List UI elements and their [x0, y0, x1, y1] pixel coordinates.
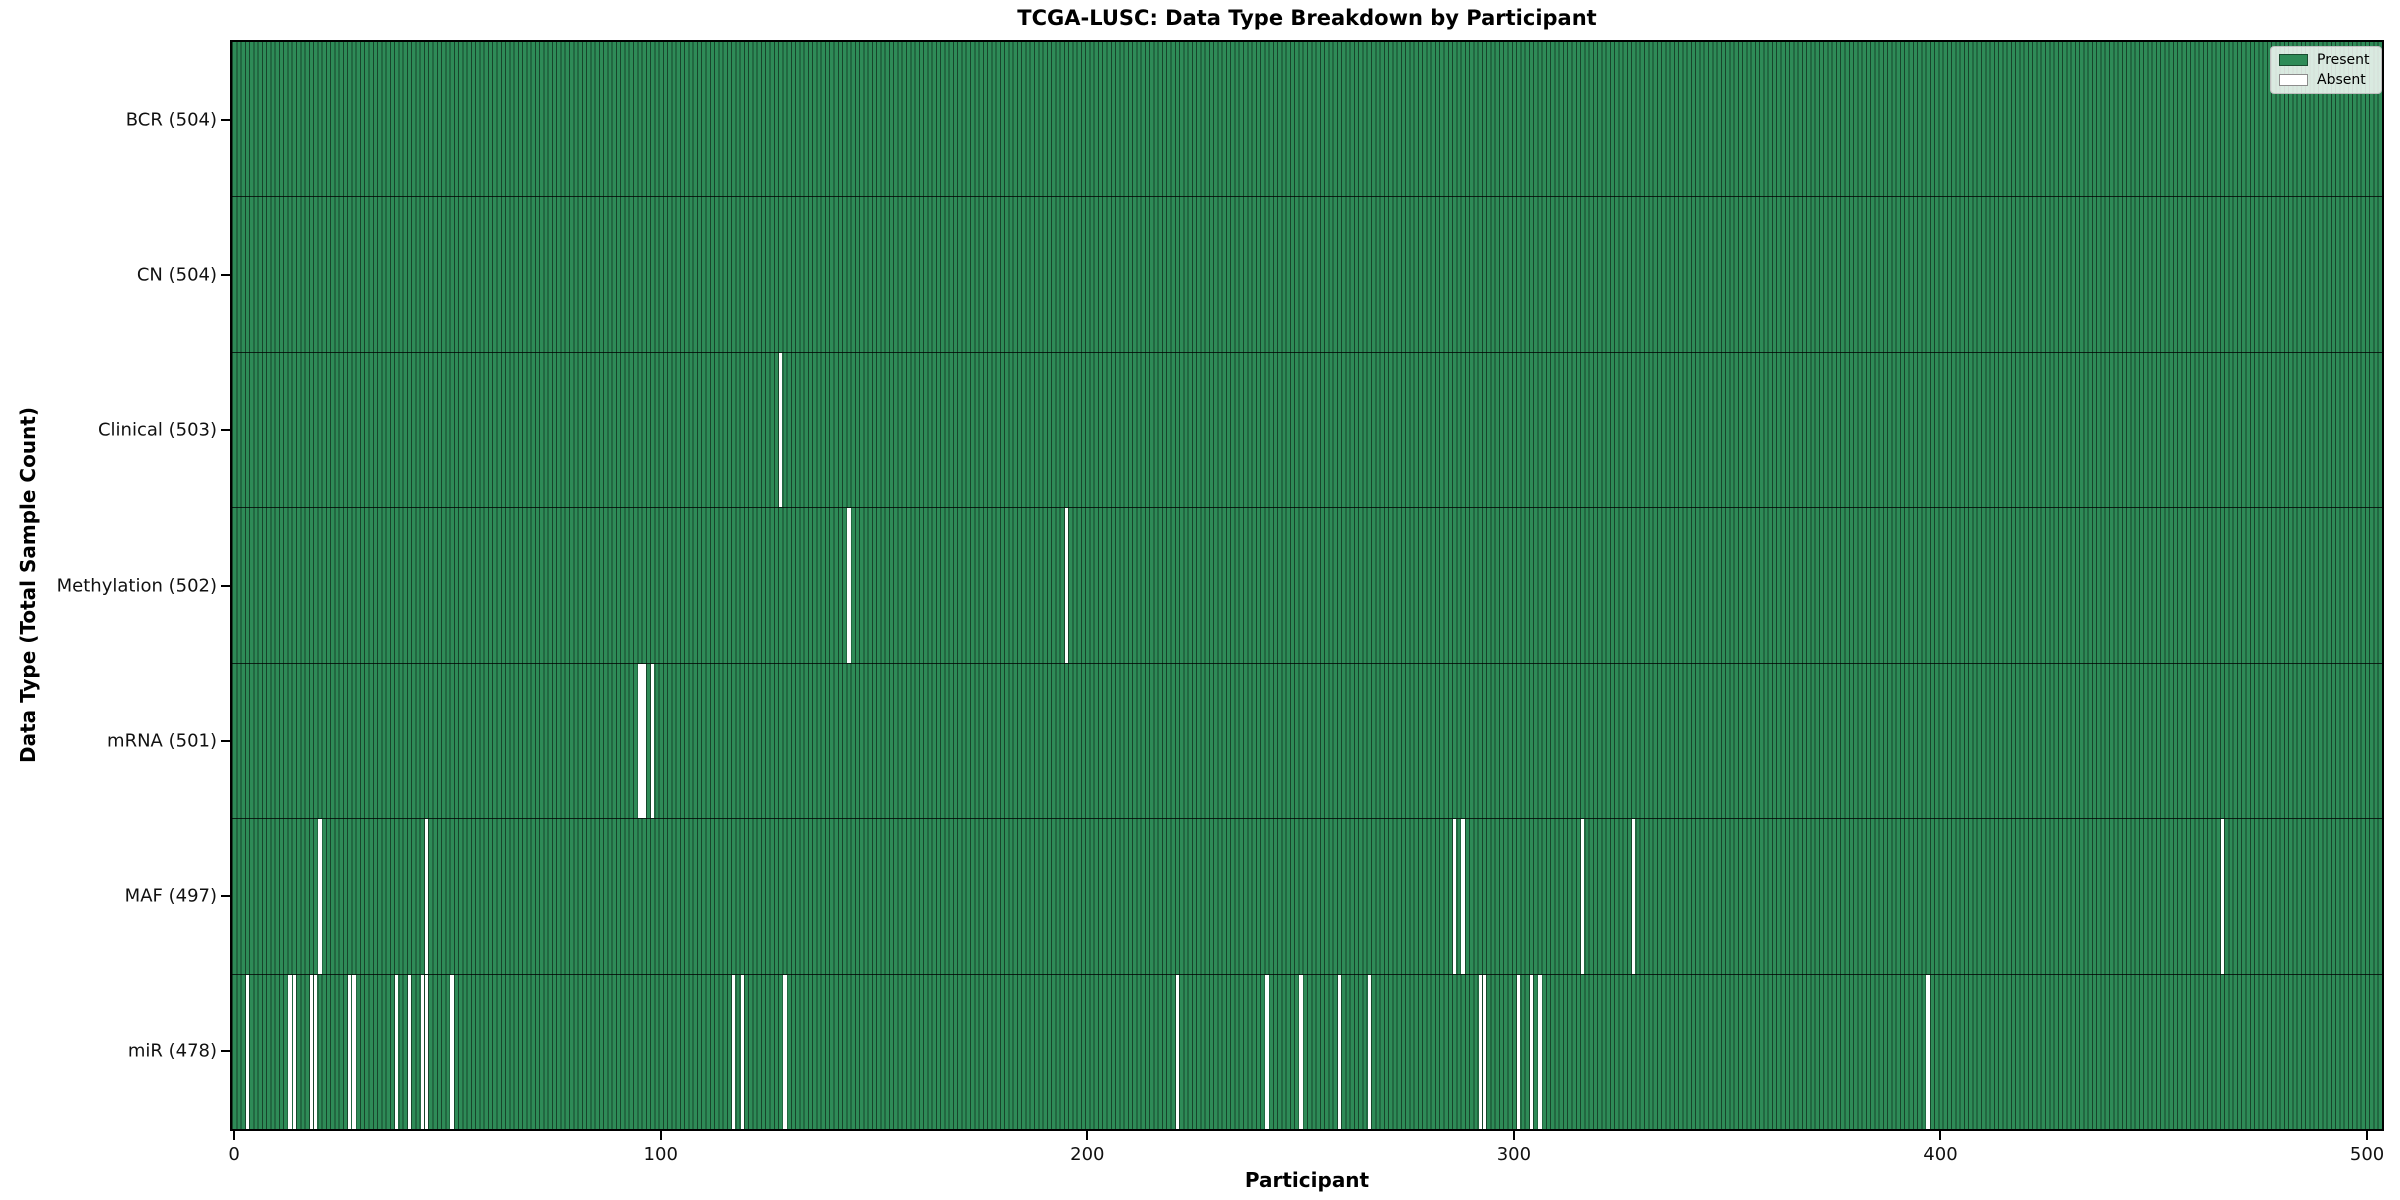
absent-gap-mrna-96 [642, 663, 646, 819]
legend-label-present: Present [2317, 52, 2370, 68]
data-row-maf [232, 818, 2382, 974]
absent-gap-mir-27 [348, 974, 352, 1129]
absent-swatch-icon [2279, 74, 2308, 86]
y-tick-label-cn: CN (504) [136, 264, 217, 286]
absent-gap-mir-250 [1299, 974, 1303, 1129]
legend-label-absent: Absent [2317, 72, 2366, 88]
y-tick-mark-bcr [221, 118, 230, 121]
absent-gap-maf-328 [1632, 819, 1636, 974]
data-row-methylation [232, 507, 2382, 663]
y-tick-label-mir: miR (478) [127, 1040, 217, 1062]
absent-gap-mir-44 [420, 974, 424, 1129]
absent-gap-mir-41 [407, 974, 412, 1129]
absent-gap-mir-28 [352, 974, 356, 1129]
absent-gap-mir-117 [732, 974, 736, 1129]
absent-gap-maf-20 [318, 819, 322, 974]
y-axis-label: Data Type (Total Sample Count) [16, 406, 40, 764]
x-tick-label-400: 400 [1923, 1144, 1958, 1165]
absent-gap-mir-13 [288, 974, 292, 1129]
x-tick-label-500: 500 [2349, 1144, 2385, 1165]
absent-gap-mir-259 [1337, 974, 1342, 1129]
absent-gap-mir-3 [245, 974, 250, 1129]
y-tick-label-mrna: mRNA (501) [107, 730, 217, 752]
data-row-bcr [232, 42, 2382, 197]
data-row-clinical [232, 351, 2382, 508]
absent-gap-maf-288 [1461, 819, 1465, 974]
absent-gap-maf-466 [2220, 819, 2225, 974]
absent-gap-mir-129 [783, 974, 787, 1129]
y-tick-label-methylation: Methylation (502) [56, 575, 217, 596]
absent-gap-mir-119 [740, 974, 744, 1129]
data-row-cn [232, 196, 2382, 352]
data-row-mir [232, 973, 2382, 1129]
y-tick-mark-maf [221, 895, 230, 898]
absent-gap-mrna-95 [638, 663, 642, 819]
x-axis-label: Participant [1244, 1168, 1370, 1192]
legend-entry-present: Present [2279, 52, 2373, 68]
absent-gap-mir-51 [450, 974, 454, 1129]
x-tick-mark-200 [1086, 1131, 1089, 1140]
legend: Present Absent [2270, 46, 2382, 94]
absent-gap-mir-304 [1529, 974, 1534, 1129]
x-tick-label-300: 300 [1496, 1144, 1532, 1165]
x-tick-mark-100 [659, 1131, 662, 1140]
absent-gap-mrna-98 [650, 663, 655, 819]
y-tick-mark-mrna [221, 739, 230, 742]
absent-gap-mir-301 [1516, 974, 1521, 1129]
x-tick-mark-500 [2366, 1131, 2369, 1140]
absent-gap-mir-221 [1175, 974, 1180, 1129]
absent-gap-mir-292 [1478, 974, 1482, 1129]
absent-gap-mir-397 [1926, 974, 1930, 1129]
x-tick-label-0: 0 [228, 1144, 240, 1165]
x-tick-label-100: 100 [643, 1144, 678, 1165]
y-tick-label-clinical: Clinical (503) [97, 419, 217, 441]
x-tick-label-200: 200 [1070, 1144, 1105, 1165]
plot-area [230, 40, 2384, 1131]
absent-gap-mir-293 [1482, 974, 1487, 1129]
absent-gap-maf-286 [1452, 819, 1457, 974]
x-tick-mark-400 [1939, 1131, 1942, 1140]
y-tick-mark-clinical [221, 429, 230, 432]
y-tick-mark-methylation [221, 584, 230, 587]
x-tick-mark-300 [1512, 1131, 1515, 1140]
y-tick-label-bcr: BCR (504) [125, 109, 217, 131]
absent-gap-mir-266 [1367, 974, 1371, 1129]
absent-gap-methylation-144 [847, 508, 851, 663]
chart-title: TCGA-LUSC: Data Type Breakdown by Partic… [1017, 6, 1597, 30]
data-row-mrna [232, 662, 2382, 819]
absent-gap-mir-45 [424, 974, 429, 1129]
presence-matrix [232, 42, 2382, 1129]
absent-gap-mir-306 [1538, 974, 1542, 1129]
absent-gap-maf-316 [1580, 819, 1585, 974]
present-swatch-icon [2279, 54, 2308, 66]
absent-gap-maf-45 [424, 819, 429, 974]
legend-entry-absent: Absent [2279, 72, 2373, 88]
y-tick-label-maf: MAF (497) [124, 885, 217, 907]
absent-gap-mir-14 [292, 974, 296, 1129]
absent-gap-clinical-128 [778, 352, 783, 508]
y-tick-mark-mir [221, 1050, 230, 1053]
x-tick-mark-0 [233, 1131, 236, 1140]
absent-gap-mir-38 [395, 974, 399, 1129]
absent-gap-mir-18 [309, 974, 314, 1129]
absent-gap-mir-19 [313, 974, 318, 1129]
y-tick-mark-cn [221, 273, 230, 276]
absent-gap-mir-242 [1265, 974, 1269, 1129]
absent-gap-methylation-195 [1064, 508, 1069, 663]
